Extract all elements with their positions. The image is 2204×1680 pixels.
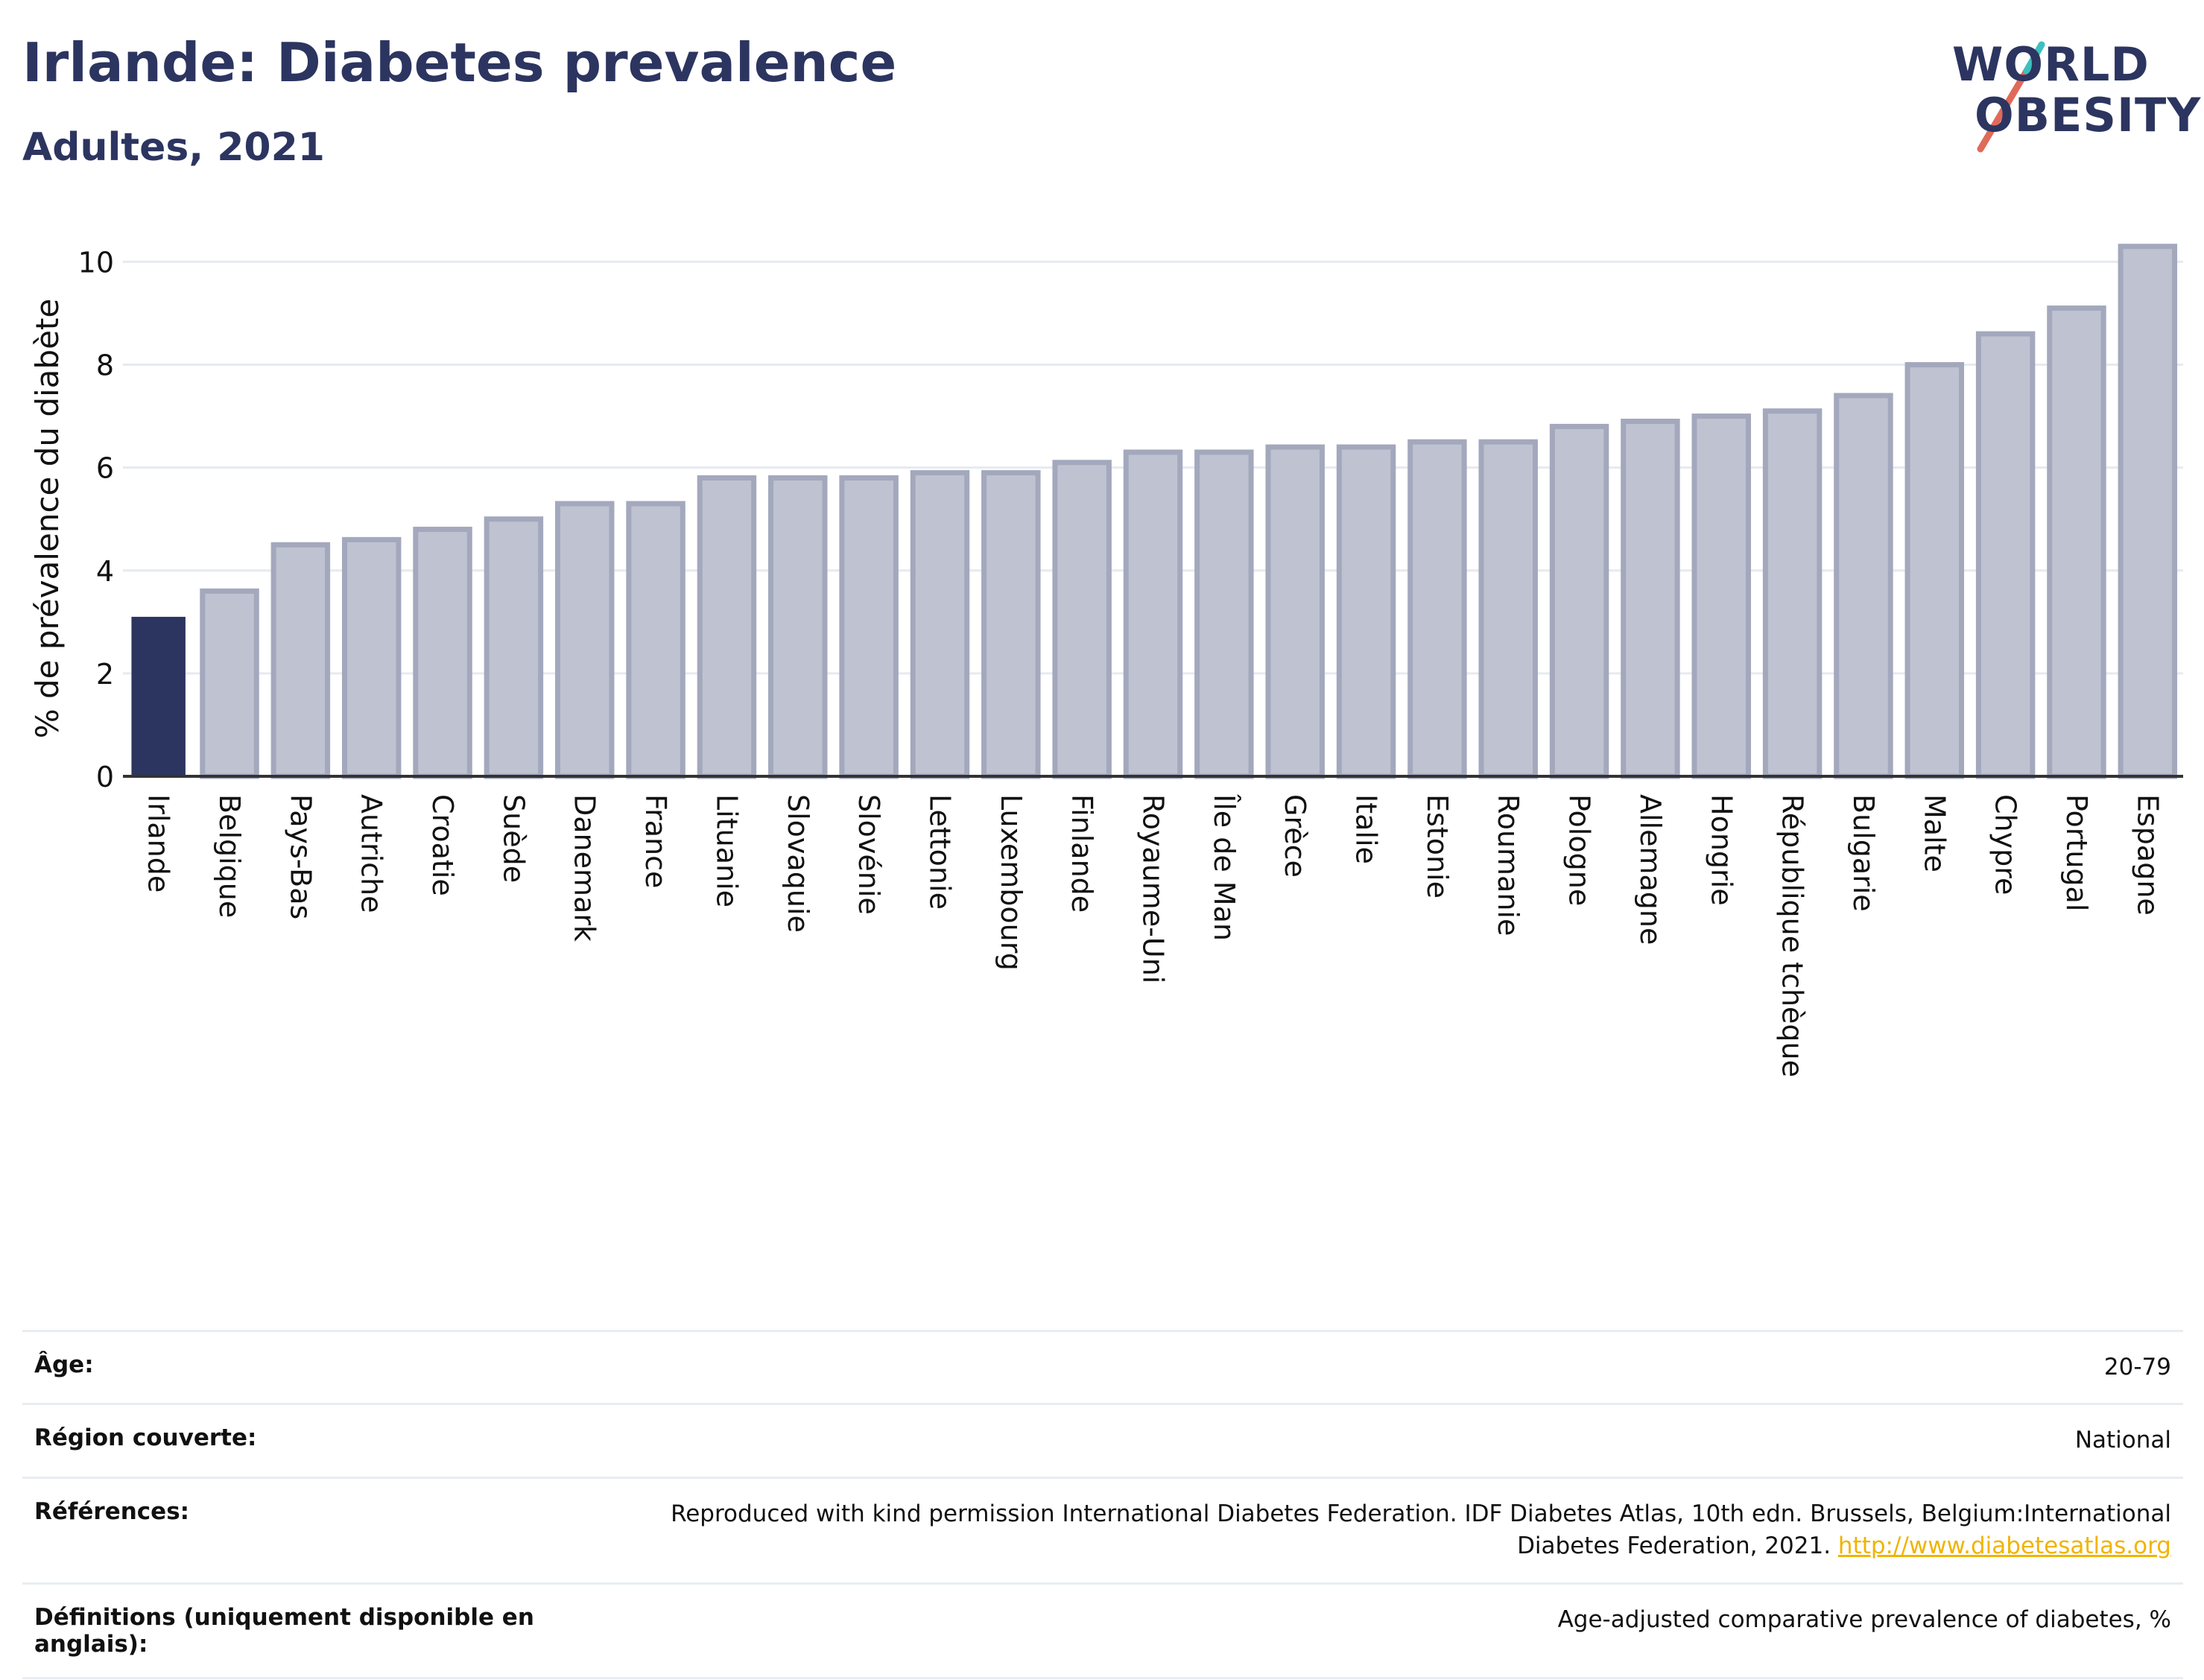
bar [1621, 419, 1680, 779]
world-obesity-logo: WORLD OBESITY [1937, 30, 2200, 164]
y-tick-label: 8 [96, 349, 114, 382]
x-tick-label: Île de Man [1208, 793, 1241, 941]
bar [341, 536, 402, 779]
x-tick-label: Royaume-Uni [1137, 794, 1170, 983]
x-tick-label: Lettonie [923, 794, 956, 910]
references-text: Reproduced with kind permission Internat… [671, 1500, 2171, 1560]
x-tick-label: Grèce [1279, 794, 1311, 878]
x-tick-label: Estonie [1421, 794, 1454, 898]
x-tick-label: Espagne [2131, 794, 2164, 916]
bar [1762, 408, 1823, 779]
meta-label-region: Région couverte: [34, 1424, 257, 1452]
meta-label-age: Âge: [34, 1351, 94, 1378]
references-link[interactable]: http://www.diabetesatlas.org [1837, 1532, 2171, 1560]
meta-value-definitions: Age-adjusted comparative prevalence of d… [1557, 1605, 2171, 1633]
y-tick-label: 4 [96, 555, 114, 588]
x-tick-label: Croatie [426, 794, 459, 896]
x-tick-label: République tchèque [1776, 794, 1809, 1077]
x-tick-label: Slovénie [852, 794, 885, 915]
bar [1478, 439, 1538, 779]
bar [1336, 444, 1396, 779]
x-tick-label: Allemagne [1634, 794, 1667, 945]
x-tick-label: Finlande [1065, 794, 1098, 913]
meta-row-definitions: Définitions (uniquement disponible en an… [22, 1582, 2183, 1679]
bar [555, 501, 615, 779]
bar-chart: 0 2 4 6 8 10 % de prévalence du diabète Irlande… [29, 244, 2183, 1077]
bar [1052, 460, 1112, 779]
x-tick-label: Irlande [142, 794, 175, 893]
page-title: Irlande: Diabetes prevalence [22, 31, 897, 94]
meta-label-definitions: Définitions (uniquement disponible en an… [34, 1603, 534, 1658]
logo-text-obesity: OBESITY [1975, 88, 2202, 142]
x-tick-label: Chypre [1989, 794, 2022, 895]
logo-text-world: WORLD [1952, 37, 2150, 92]
bar [910, 470, 970, 779]
meta-value-references: Reproduced with kind permission Internat… [644, 1498, 2171, 1563]
metadata-table: Âge: 20-79 Région couverte: National Réf… [22, 1330, 2183, 1679]
y-tick-label: 10 [78, 246, 114, 279]
bar [1904, 362, 1965, 779]
bar [981, 470, 1041, 779]
bar [131, 616, 186, 776]
x-tick-label: Slovaquie [782, 794, 814, 933]
bar [1194, 449, 1254, 779]
bar [1834, 393, 1893, 779]
bar [200, 588, 259, 779]
y-tick-label: 6 [96, 452, 114, 485]
logo-slash-icon [1977, 41, 2045, 153]
meta-row-region: Région couverte: National [22, 1403, 2183, 1476]
bar [1549, 423, 1609, 779]
bar [484, 516, 544, 779]
y-tick-label: 2 [96, 658, 114, 691]
y-axis-label: % de prévalence du diabète [29, 299, 66, 738]
x-tick-label: Lituanie [710, 794, 743, 907]
x-tick-label: Danemark [569, 794, 601, 942]
x-tick-label: France [639, 794, 672, 888]
bar [1123, 449, 1183, 779]
bar [768, 475, 828, 779]
x-tick-label: Suède [497, 794, 530, 883]
y-tick-label: 0 [96, 761, 114, 793]
x-tick-label: Portugal [2060, 794, 2093, 911]
bar [1265, 444, 1325, 779]
bar [2118, 244, 2178, 779]
bar [1691, 413, 1751, 779]
x-tick-label: Pologne [1563, 794, 1596, 906]
x-tick-label: Belgique [213, 794, 246, 918]
x-tick-label: Autriche [355, 794, 388, 913]
x-tick-label: Hongrie [1705, 794, 1738, 906]
meta-row-age: Âge: 20-79 [22, 1330, 2183, 1403]
x-tick-label: Bulgarie [1847, 794, 1880, 912]
x-tick-label: Italie [1350, 794, 1383, 864]
bar [413, 527, 472, 779]
x-tick-label: Luxembourg [995, 794, 1027, 971]
page-subtitle: Adultes, 2021 [22, 125, 325, 170]
x-tick-label: Malte [1918, 794, 1951, 872]
x-tick-label: Roumanie [1492, 794, 1524, 936]
meta-label-references: Références: [34, 1497, 190, 1525]
meta-row-references: Références: Reproduced with kind permiss… [22, 1476, 2183, 1582]
meta-value-region: National [2074, 1427, 2171, 1454]
bar [626, 501, 685, 779]
bar [270, 542, 331, 779]
bar [2047, 305, 2106, 779]
bar [1407, 439, 1467, 779]
bar [839, 475, 899, 779]
meta-value-age: 20-79 [2103, 1354, 2171, 1381]
bar [1975, 331, 2036, 779]
bar [697, 475, 757, 779]
x-tick-label: Pays-Bas [284, 794, 317, 919]
